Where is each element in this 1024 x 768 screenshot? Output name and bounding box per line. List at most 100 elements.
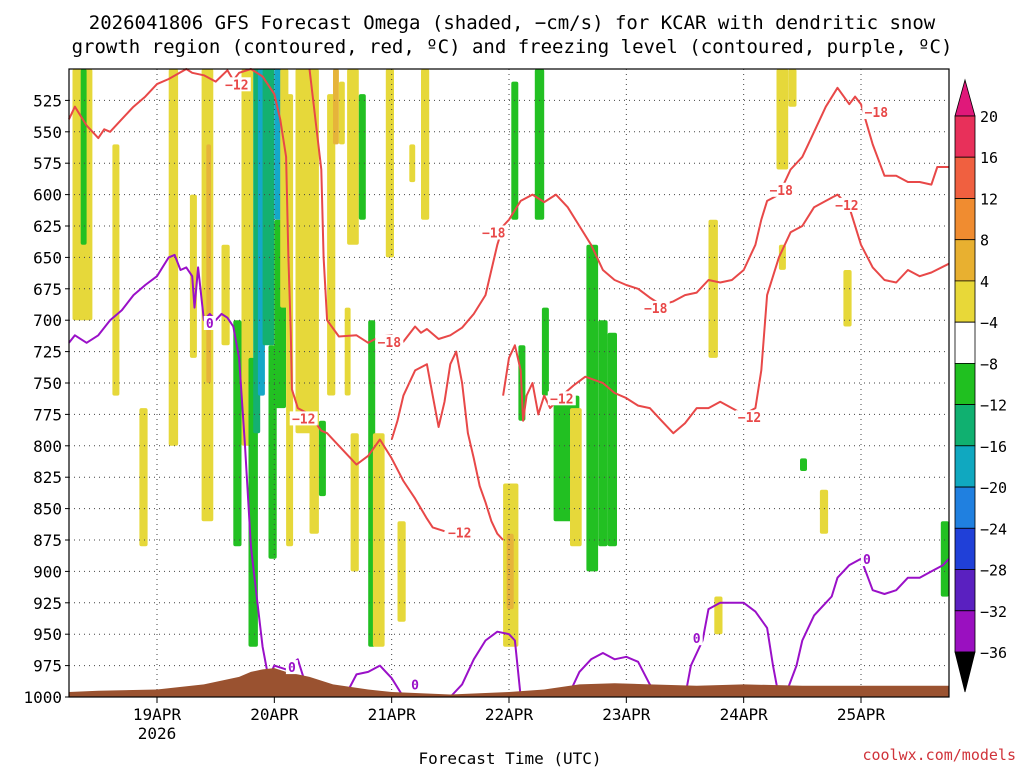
y-tick-label-11: 800 xyxy=(33,437,62,456)
contour-label-bg-10 xyxy=(862,105,891,119)
omega-patch-14 xyxy=(262,69,275,346)
contour-label-7: −12 xyxy=(738,411,761,426)
colorbar-swatch-3 xyxy=(954,239,976,282)
contour-label-13: 0 xyxy=(411,679,419,694)
y-tick-label-15: 900 xyxy=(33,562,62,581)
omega-patch-27 xyxy=(344,307,351,396)
x-tick-label-1: 20APR xyxy=(250,705,299,724)
y-axis: 525 550 575 600 625 650 675 700 725 750 775 800 825 8… xyxy=(23,91,69,707)
omega-patch-30 xyxy=(358,94,366,220)
omega-patch-51 xyxy=(776,69,789,170)
colorbar-top-arrow xyxy=(954,78,976,117)
colorbar-swatch-12 xyxy=(954,610,976,653)
y-tick-label-4: 625 xyxy=(33,217,62,236)
contour-label-bg-11 xyxy=(203,316,216,330)
y-tick-label-7: 700 xyxy=(33,311,62,330)
terrain-fill xyxy=(69,668,949,698)
y-tick-label-0: 525 xyxy=(33,91,62,110)
contour-label-15: 0 xyxy=(863,553,871,568)
x-tick-label-3: 22APR xyxy=(485,705,534,724)
contour-label-10: −18 xyxy=(865,106,889,121)
contour-label-bg-4 xyxy=(547,391,576,406)
contour-dgz-upper-12C xyxy=(68,68,445,533)
y-tick-label-5: 650 xyxy=(33,248,62,267)
contour-label-3: −12 xyxy=(448,527,471,542)
y-tick-label-2: 575 xyxy=(33,154,62,173)
colorbar: 20 16 12 8 4 −4 −8 −12 −16 −20 −24 −28 −32 −36 xyxy=(954,78,1007,693)
y-tick-label-17: 950 xyxy=(33,625,62,644)
omega-patch-45 xyxy=(570,408,582,547)
omega-patch-49 xyxy=(708,219,718,358)
contour-label-bg-14 xyxy=(690,631,703,646)
contour-freezing-level-0C-d xyxy=(566,652,663,698)
x-tick-label-2: 21APR xyxy=(368,705,417,724)
colorbar-swatch-0 xyxy=(954,115,976,158)
contour-label-12: 0 xyxy=(288,661,296,676)
omega-patch-39 xyxy=(506,533,514,610)
colorbar-tick-3: 8 xyxy=(980,232,989,250)
y-tick-label-6: 675 xyxy=(33,280,62,299)
omega-patch-28 xyxy=(347,69,359,245)
colorbar-swatch-9 xyxy=(954,486,976,529)
contour-freezing-level-0C-f xyxy=(783,557,950,698)
omega-patch-7 xyxy=(206,144,211,383)
chart-title-line1: 2026041806 GFS Forecast Omega (shaded, −… xyxy=(89,12,936,34)
contour-label-bg-15 xyxy=(860,552,873,567)
omega-patch-5 xyxy=(189,194,197,358)
contour-lines xyxy=(68,68,950,698)
x-tick-label-0: 19APR xyxy=(133,705,182,724)
colorbar-swatch-2 xyxy=(954,198,976,241)
omega-patch-2 xyxy=(112,144,120,396)
contour-label-5: −18 xyxy=(482,227,506,242)
colorbar-tick-10: −24 xyxy=(980,520,1007,538)
y-tick-label-9: 750 xyxy=(33,374,62,393)
contour-label-1: −12 xyxy=(292,412,315,427)
contour-label-8: −18 xyxy=(769,184,793,199)
omega-patch-57 xyxy=(940,521,949,597)
colorbar-tick-0: 20 xyxy=(980,108,998,126)
omega-patch-25 xyxy=(333,69,339,145)
omega-shading xyxy=(72,69,949,647)
contour-label-bg-12 xyxy=(285,660,298,675)
colorbar-tick-7: −12 xyxy=(980,397,1007,415)
omega-patch-4 xyxy=(168,69,179,446)
contour-dgz-lower-18C xyxy=(308,68,949,344)
y-tick-label-14: 875 xyxy=(33,531,62,550)
contour-label-2: −18 xyxy=(378,336,402,351)
contour-label-4: −12 xyxy=(550,392,573,407)
contour-label-bg-7 xyxy=(735,410,764,425)
y-tick-label-18: 975 xyxy=(33,657,62,676)
contour-label-bg-0 xyxy=(222,77,251,92)
omega-patch-46 xyxy=(586,244,599,572)
colorbar-tick-12: −32 xyxy=(980,603,1007,621)
omega-patch-52 xyxy=(778,244,786,270)
omega-patch-47 xyxy=(598,320,608,547)
y-tick-label-19: 1000 xyxy=(23,688,62,707)
contour-label-11: 0 xyxy=(206,317,214,332)
y-tick-label-3: 600 xyxy=(33,186,62,205)
omega-patch-40 xyxy=(511,81,519,220)
omega-patch-42 xyxy=(534,69,545,220)
colorbar-swatch-10 xyxy=(954,527,976,570)
contour-label-bg-1 xyxy=(289,411,318,426)
y-tick-label-8: 725 xyxy=(33,343,62,362)
y-tick-label-16: 925 xyxy=(33,594,62,613)
contour-label-6: −18 xyxy=(644,302,668,317)
x-tick-label-4: 23APR xyxy=(602,705,651,724)
contour-freezing-level-0C-b xyxy=(343,664,405,698)
omega-patch-8 xyxy=(221,244,230,346)
contour-label-bg-9 xyxy=(832,197,861,212)
omega-patch-37 xyxy=(421,69,430,220)
contour-label-bg-13 xyxy=(409,677,422,692)
credit-text: coolwx.com/models xyxy=(862,746,1016,764)
contour-label-bg-6 xyxy=(641,300,670,315)
colorbar-tick-9: −20 xyxy=(980,479,1007,497)
x-axis-label: Forecast Time (UTC) xyxy=(418,749,601,768)
colorbar-tick-1: 16 xyxy=(980,149,998,167)
terrain-layer xyxy=(69,668,949,698)
y-tick-label-10: 775 xyxy=(33,405,62,424)
x-tick-sublabel-0: 2026 xyxy=(138,724,177,743)
omega-patch-21 xyxy=(295,69,312,434)
